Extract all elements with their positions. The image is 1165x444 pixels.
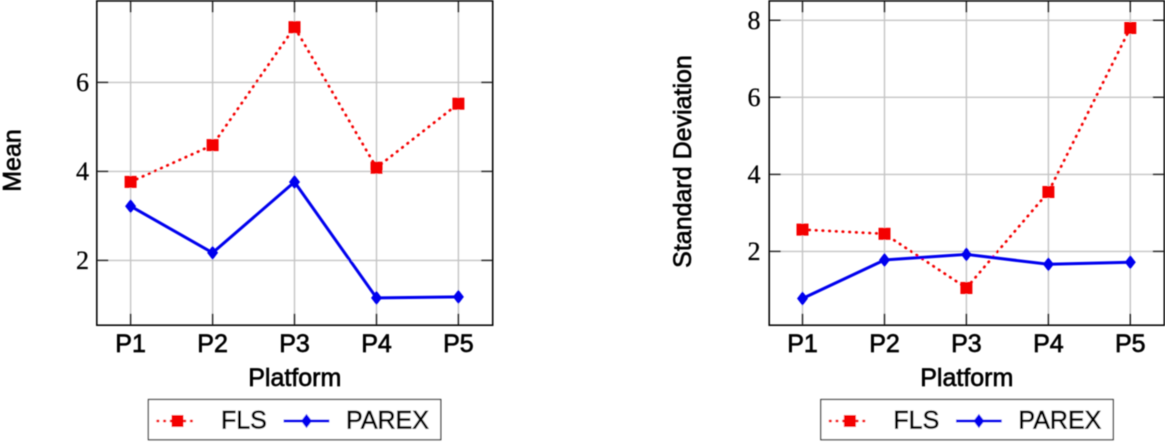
svg-text:P2: P2 <box>869 330 900 358</box>
svg-text:Platform: Platform <box>920 364 1013 392</box>
svg-text:P5: P5 <box>1115 330 1146 358</box>
svg-text:2: 2 <box>748 237 761 266</box>
svg-text:FLS: FLS <box>893 406 939 434</box>
svg-text:Standard Deviation: Standard Deviation <box>669 55 697 268</box>
svg-text:FLS: FLS <box>221 406 267 434</box>
svg-text:P3: P3 <box>951 330 982 358</box>
svg-text:P4: P4 <box>1033 330 1064 358</box>
svg-text:P1: P1 <box>115 330 146 358</box>
svg-text:P2: P2 <box>197 330 228 358</box>
svg-text:PAREX: PAREX <box>346 406 429 434</box>
svg-text:P5: P5 <box>443 330 474 358</box>
svg-text:8: 8 <box>748 6 761 35</box>
svg-text:4: 4 <box>748 160 761 189</box>
svg-text:Platform: Platform <box>248 364 341 392</box>
svg-text:6: 6 <box>748 83 761 112</box>
svg-text:2: 2 <box>76 246 89 275</box>
svg-text:P1: P1 <box>787 330 818 358</box>
svg-text:P3: P3 <box>279 330 310 358</box>
svg-text:PAREX: PAREX <box>1018 406 1101 434</box>
svg-text:Mean: Mean <box>0 129 26 192</box>
svg-text:6: 6 <box>76 68 89 97</box>
svg-text:P4: P4 <box>361 330 392 358</box>
svg-text:4: 4 <box>76 157 89 186</box>
